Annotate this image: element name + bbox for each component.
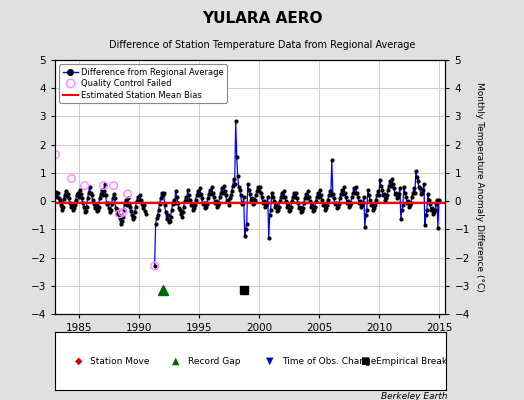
Point [110,182,118,189]
Text: Time of Obs. Change: Time of Obs. Change [282,356,376,366]
Y-axis label: Monthly Temperature Anomaly Difference (°C): Monthly Temperature Anomaly Difference (… [475,82,484,292]
Point [51,151,60,158]
Text: ■: ■ [361,356,369,366]
Point [115,211,124,217]
Point [118,209,127,216]
Legend: Difference from Regional Average, Quality Control Failed, Estimated Station Mean: Difference from Regional Average, Qualit… [59,64,227,103]
Point [80,182,89,189]
Point [68,175,76,182]
Text: Station Move: Station Move [90,356,150,366]
Point [150,263,159,269]
Text: ◆: ◆ [74,356,82,366]
Text: Difference of Station Temperature Data from Regional Average: Difference of Station Temperature Data f… [109,40,415,50]
Point [100,182,108,189]
Text: Empirical Break: Empirical Break [376,356,447,366]
Text: Berkeley Earth: Berkeley Earth [381,392,448,400]
Text: ▼: ▼ [266,356,274,366]
Text: Record Gap: Record Gap [188,356,241,366]
Text: YULARA AERO: YULARA AERO [202,11,322,26]
Point [124,191,132,197]
Text: ▲: ▲ [172,356,180,366]
